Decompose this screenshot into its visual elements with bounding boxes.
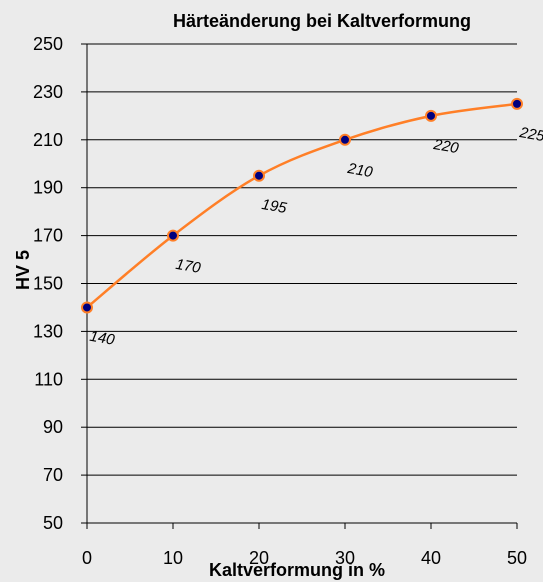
x-tick-label: 40 bbox=[421, 548, 441, 568]
data-label: 195 bbox=[260, 196, 288, 217]
y-tick-label: 250 bbox=[33, 34, 63, 54]
y-tick-label: 230 bbox=[33, 82, 63, 102]
y-tick-label: 70 bbox=[43, 465, 63, 485]
y-tick-label: 190 bbox=[33, 178, 63, 198]
y-tick-label: 210 bbox=[33, 130, 63, 150]
y-axis-title: HV 5 bbox=[13, 250, 33, 290]
data-point bbox=[253, 169, 265, 182]
series-line bbox=[86, 102, 518, 309]
data-point bbox=[81, 301, 93, 314]
y-tick-label: 90 bbox=[43, 417, 63, 437]
data-label: 220 bbox=[431, 136, 460, 157]
x-axis-title: Kaltverformung in % bbox=[209, 560, 385, 580]
y-tick-label: 50 bbox=[43, 513, 63, 533]
gridlines bbox=[87, 43, 517, 524]
data-point bbox=[339, 133, 351, 146]
x-tick-label: 0 bbox=[82, 548, 92, 568]
data-labels: 140 170 195 210 220 225 bbox=[88, 124, 543, 349]
x-tick-labels: 0 10 20 30 40 50 bbox=[82, 548, 527, 568]
y-tick-labels: 50 70 90 110 130 150 170 190 210 230 250 bbox=[33, 34, 63, 533]
x-tick-label: 20 bbox=[249, 548, 269, 568]
x-tick-label: 30 bbox=[335, 548, 355, 568]
data-point bbox=[511, 97, 523, 110]
data-label: 225 bbox=[517, 124, 543, 145]
data-point bbox=[425, 109, 437, 122]
data-point bbox=[167, 229, 179, 242]
y-tick-label: 110 bbox=[34, 369, 63, 389]
data-label: 140 bbox=[88, 328, 116, 349]
y-tick-label: 130 bbox=[33, 321, 63, 341]
y-tick-label: 150 bbox=[33, 274, 63, 294]
data-label: 210 bbox=[345, 160, 374, 181]
chart-title: Härteänderung bei Kaltverformung bbox=[173, 11, 471, 31]
data-points bbox=[81, 97, 523, 314]
y-tick-label: 170 bbox=[33, 226, 63, 246]
x-tick-label: 10 bbox=[163, 548, 183, 568]
axes bbox=[81, 43, 518, 529]
data-label: 170 bbox=[174, 256, 202, 277]
x-tick-label: 50 bbox=[507, 548, 527, 568]
